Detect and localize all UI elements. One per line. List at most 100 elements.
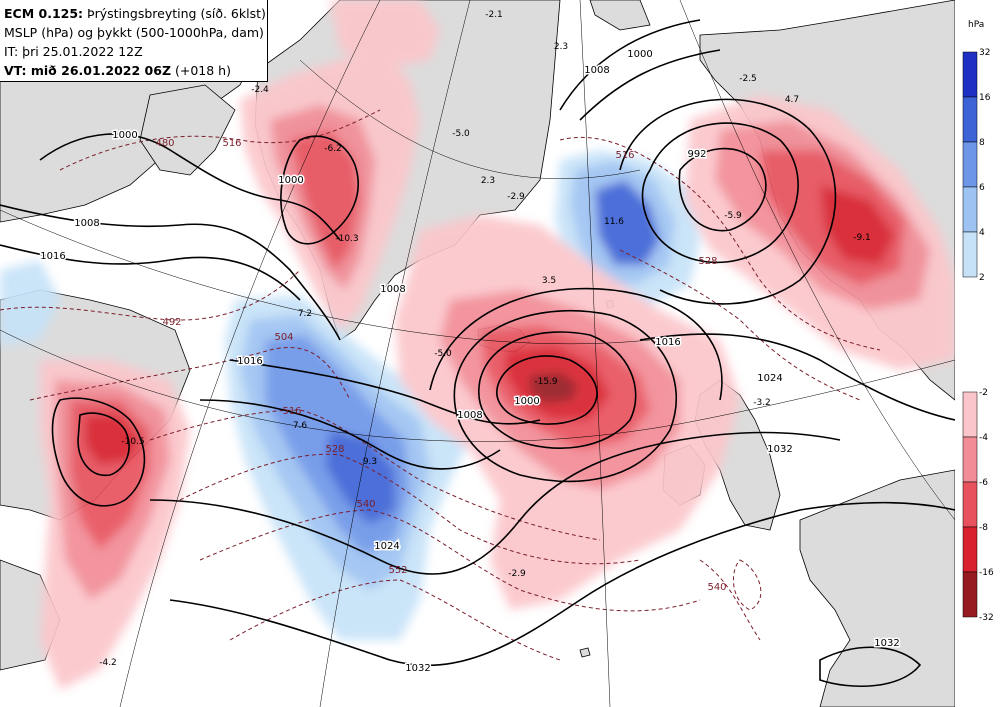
legend-negative-tick-label: -16 [979,568,994,578]
isobar-label: 1024 [757,373,782,384]
forecast-hour: (+018 h) [171,63,231,78]
title-line-3: IT: þri 25.01.2022 12Z [4,44,143,59]
thickness-label: 528 [698,256,717,267]
pressure-change-label: -10.5 [121,437,144,447]
isobar-contour [639,333,955,421]
thickness-contour [29,346,351,401]
pressure-change-label: 2.3 [481,176,495,186]
latitude-line [0,209,651,345]
isobar-contour [453,309,678,483]
pressure-change-shading [0,0,955,690]
isobar-label: 1032 [874,638,899,649]
thickness-label: 540 [356,499,375,510]
isobar-contour [619,98,837,305]
legend-negative-color-swatch [962,526,978,573]
thickness-contour [179,453,641,565]
pressure-change-label: 7.2 [298,309,312,319]
fall-area-labrador-peak [85,415,140,465]
isobar-contour [0,204,341,341]
isobar-contour [169,501,955,667]
isobar-label: 1008 [380,284,405,295]
isobar-contour [39,133,341,241]
legend-positive-tick-label: 6 [979,183,985,193]
title-line-1: ECM 0.125: Þrýstingsbreyting (síð. 6klst… [4,4,267,23]
isobar-contour [641,122,799,264]
thickness-label: 480 [155,138,174,149]
isobar-contour [579,49,721,121]
thickness-contour [199,509,701,612]
legend-negative-color-swatch [962,571,978,618]
legend-negative-tick-label: -6 [979,478,988,488]
pressure-change-label: -4.2 [99,658,117,668]
legend-background [955,0,1000,707]
rise-area-north-core [595,180,660,265]
legend-negative-tick-label: -8 [979,523,988,533]
thickness-contour [149,409,601,541]
legend-negative-tick-label: -2 [979,388,988,398]
pressure-change-label: -10.3 [335,234,358,244]
legend-positive-tick-label: 8 [979,138,985,148]
longitude-line [319,0,471,707]
isobar-label: 1008 [74,218,99,229]
pressure-change-label: 9.3 [363,457,377,467]
pressure-change-label: -2.1 [485,10,503,20]
isobar-contour [559,19,701,111]
thickness-label: 504 [274,332,293,343]
pressure-change-label: -15.9 [534,377,558,387]
thickness-contours [0,109,881,661]
fall-area-arctic [330,0,440,70]
longitude-line [119,0,381,707]
isobar-contour [51,397,146,507]
fall-area-greenland-core [290,130,360,270]
isobar-label: 1000 [627,49,652,60]
isobar-contours [0,19,955,688]
isobar-label: 1008 [584,65,609,76]
thickness-label: 516 [282,406,301,417]
isobar-label: 1024 [374,541,399,552]
svalbard-land [589,0,651,31]
latitude-line [0,329,955,442]
thickness-contour [699,559,761,641]
legend-negative-color-swatch [962,391,978,438]
isobar-label: 1016 [40,251,65,262]
legend-positive-tick-label: 32 [979,48,990,58]
thickness-label: 540 [707,582,726,593]
pressure-change-label: -2.9 [508,569,526,579]
pressure-change-label: 3.5 [542,276,556,286]
legend-positive-color-swatch [962,141,978,188]
pressure-change-label: 11.6 [604,217,624,227]
pressure-change-label: -3.2 [753,398,771,408]
legend-positive-tick-label: 4 [979,228,985,238]
model-name: ECM 0.125: [4,6,84,21]
isobar-label: 1032 [405,663,430,674]
thickness-label: 516 [222,138,241,149]
thickness-labels: 480 492 504 516 528 540 552 516 528 540 516 [155,138,726,593]
isobar-contour [819,646,922,688]
thickness-label: 552 [388,565,407,576]
isobar-label: 1000 [514,396,539,407]
legend-positive-tick-label: 2 [979,273,985,283]
legend: hPa 32 16 8 6 4 2 -2 -4 -6 -8 -16 -32 [955,0,1000,707]
isobar-label: 1032 [767,444,792,455]
isobar-contour [0,244,301,301]
thickness-label: 516 [615,150,634,161]
isobar-label: 1008 [457,410,482,421]
field-name: Þrýstingsbreyting (síð. 6klst) [83,6,266,21]
europe-land [799,469,955,707]
isobar-label: 1016 [655,337,680,348]
legend-positive-color-swatch [962,96,978,143]
isobar-contour [478,331,637,449]
legend-negative-color-swatch [962,481,978,528]
isobar-contour [199,399,501,470]
isobar-contour [77,412,130,476]
isobar-label: 1000 [112,130,137,141]
isobar-contour [229,359,541,425]
title-line-2: MSLP (hPa) og þykkt (500-1000hPa, dam) [4,25,264,40]
legend-negative-tick-label: -4 [979,433,988,443]
pressure-change-label: -9.1 [853,233,871,243]
rise-area-west-peak [325,430,395,525]
legend-negative-color-swatch [962,436,978,483]
legend-unit: hPa [968,20,984,30]
legend-positive-color-swatch [962,51,978,98]
fall-area-iceland-max [530,372,578,403]
